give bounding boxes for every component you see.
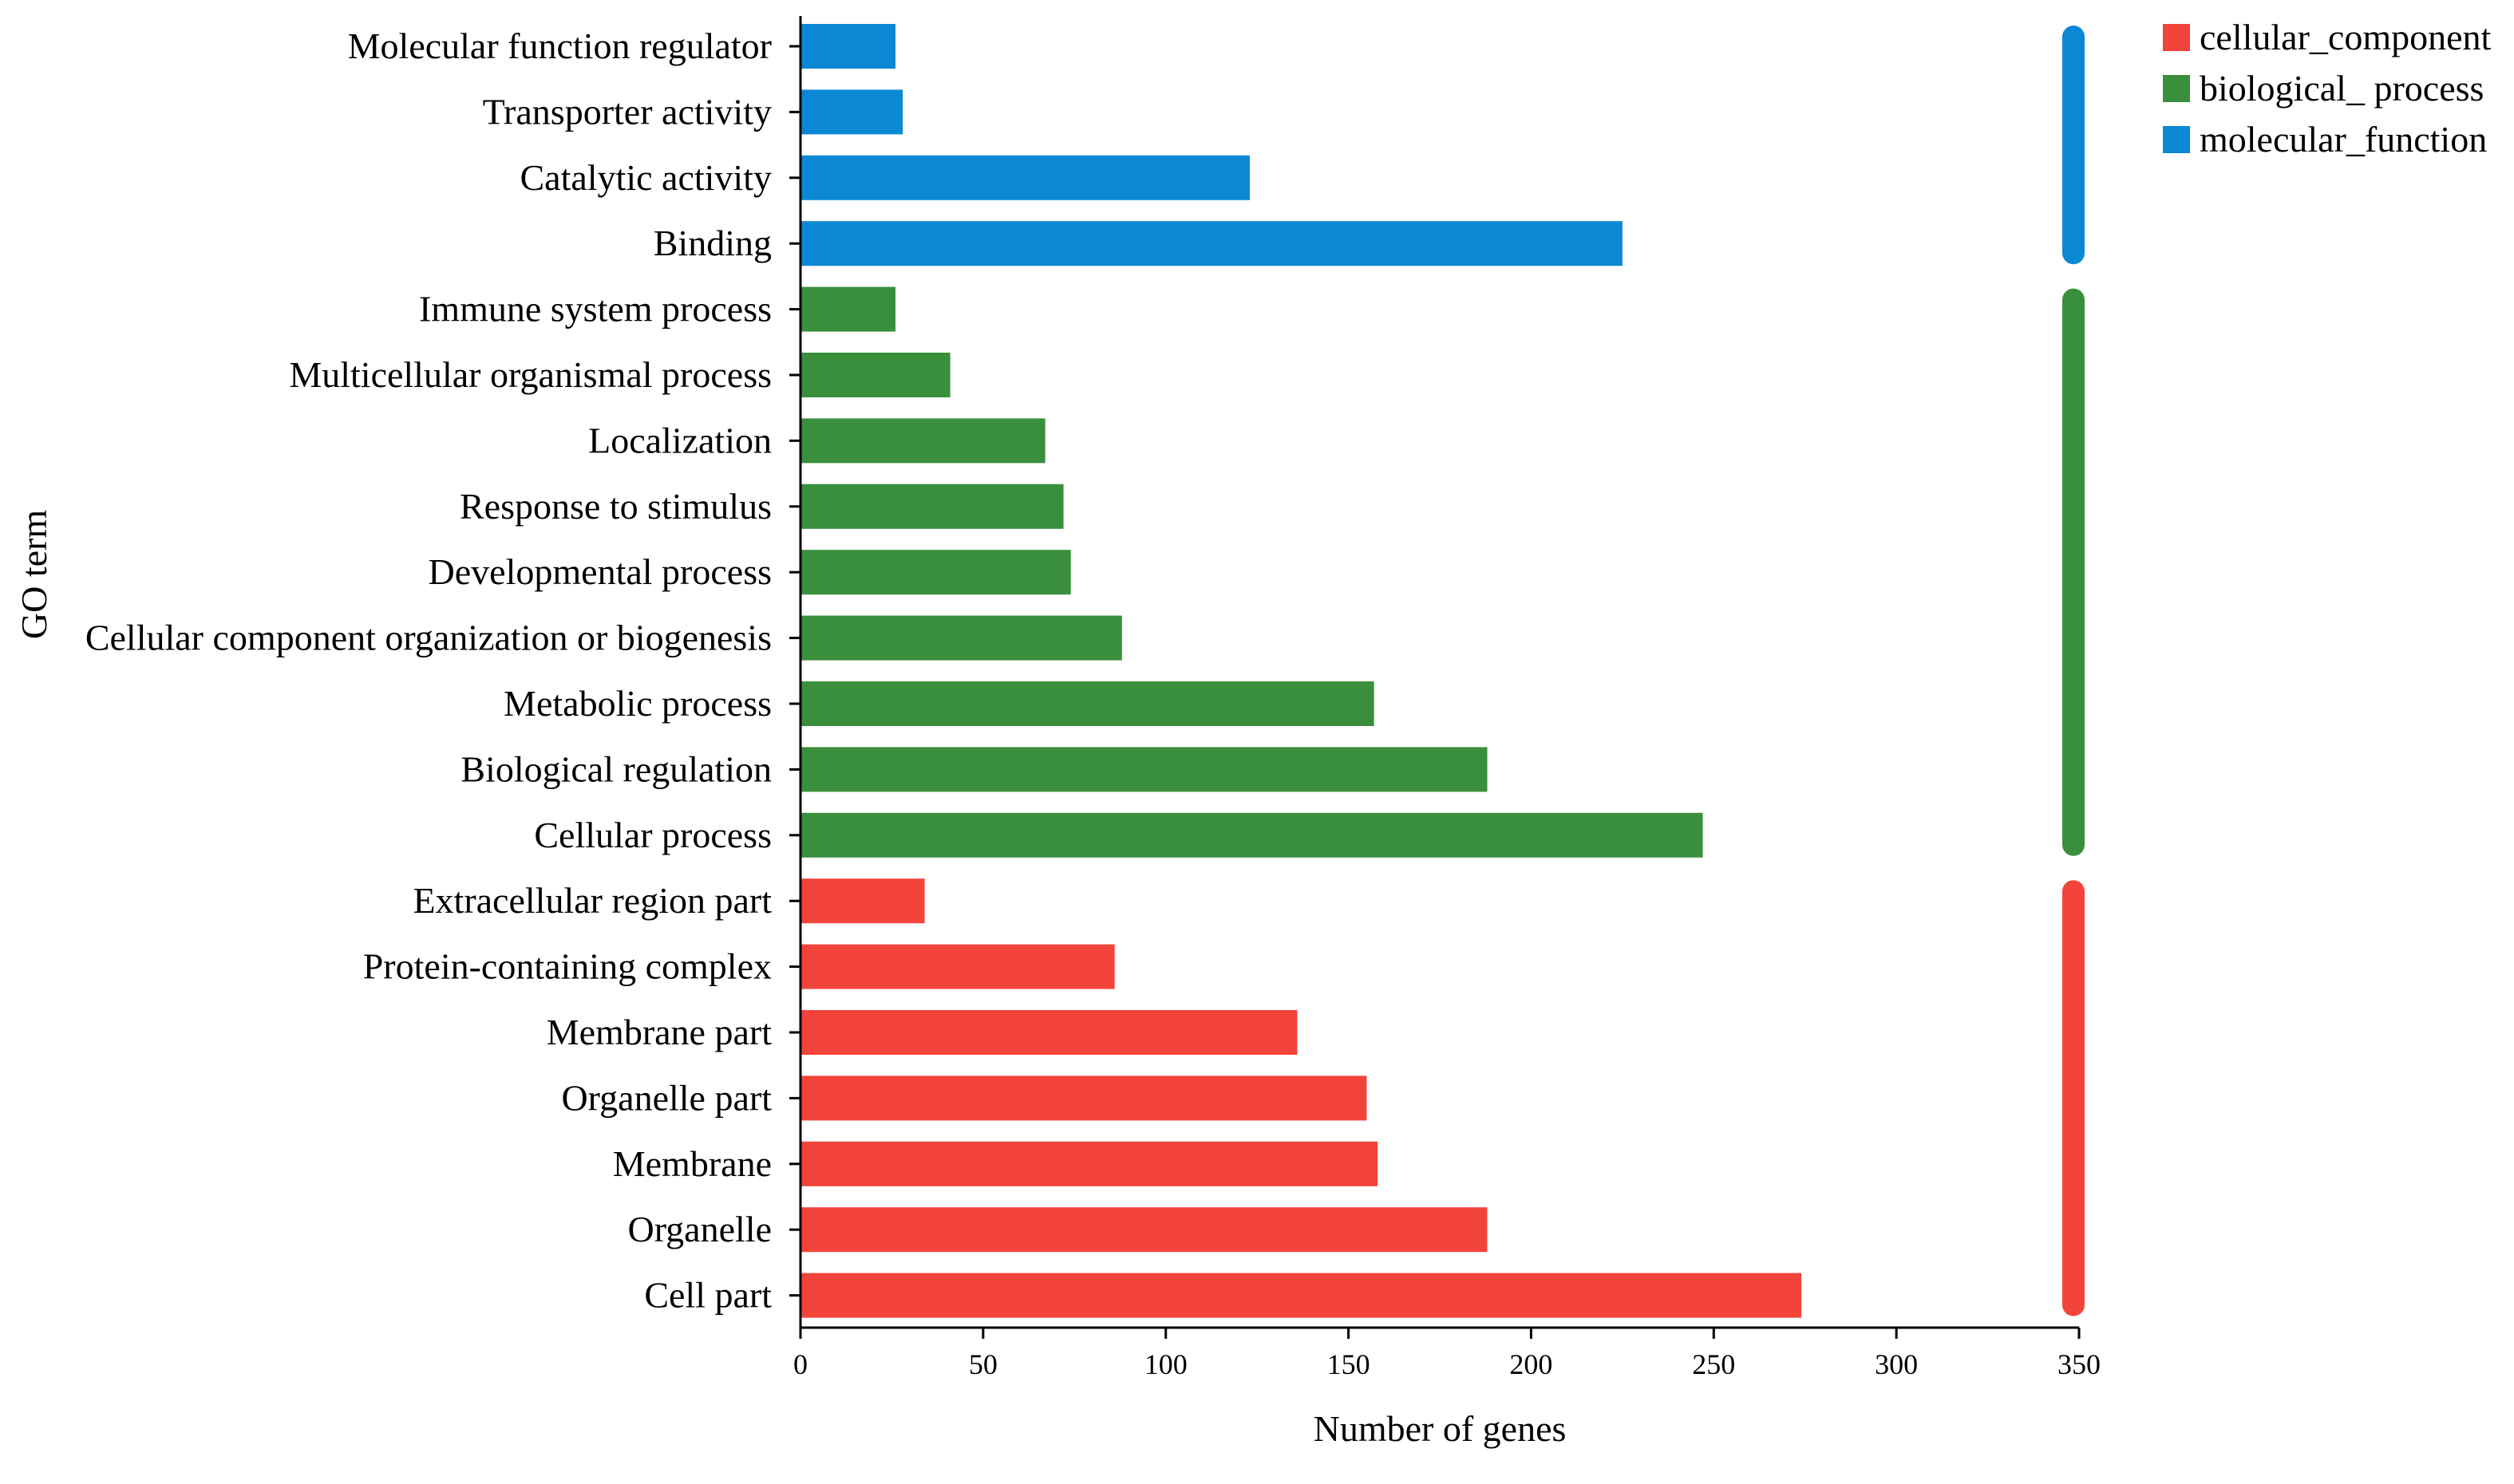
x-axis-ticks: 0 50 100 150 200 250 300 350 [793,1328,2101,1380]
bar-transporter-activity [800,89,903,135]
bar-organelle [800,1207,1488,1253]
bar-binding [800,221,1623,266]
x-axis-title: Number of genes [1314,1408,1567,1449]
category-label: Membrane part [547,1012,772,1052]
category-label: Cell part [644,1275,772,1316]
legend-label: biological_ process [2200,68,2484,109]
legend: cellular_component biological_ process mol… [2163,17,2492,160]
bar-protein-containing-complex [800,944,1115,989]
bar-extracellular-region-part [800,878,925,924]
legend-label: molecular_function [2200,119,2487,160]
bar-cellular-component-organization-or-biogenesis [800,615,1122,661]
category-label: Organelle [627,1209,772,1249]
category-label: Molecular function regulator [348,26,772,66]
x-tick-label: 350 [2057,1348,2101,1380]
x-tick-label: 200 [1509,1348,1552,1380]
category-label: Localization [588,420,772,460]
bar-developmental-process [800,550,1071,595]
bars-layer [800,24,1802,1318]
x-tick-label: 300 [1875,1348,1918,1380]
category-labels: Molecular function regulator Transporter … [85,26,772,1316]
category-label: Developmental process [429,551,772,592]
y-axis-title: GO term [14,510,54,639]
category-label: Binding [654,223,772,263]
legend-swatch [2163,126,2190,153]
legend-swatch [2163,24,2190,51]
bar-immune-system-process [800,286,896,332]
bar-catalytic-activity [800,155,1250,200]
bar-cell-part [800,1273,1802,1318]
bar-biological-regulation [800,747,1488,792]
group-indicator-biological-process [2062,288,2085,856]
bar-response-to-stimulus [800,483,1064,529]
bar-multicellular-organismal-process [800,353,951,397]
category-label: Extracellular region part [413,880,772,921]
category-label: Membrane [613,1143,772,1184]
bar-membrane-part [800,1010,1298,1055]
category-label: Response to stimulus [460,486,772,527]
bar-localization [800,418,1046,464]
x-tick-label: 150 [1327,1348,1370,1380]
category-label: Protein-containing complex [363,946,772,987]
group-indicator-bars [2062,26,2085,1316]
category-label: Cellular component organization or bioge… [85,618,772,658]
category-label: Metabolic process [504,683,772,724]
bar-molecular-function-regulator [800,24,896,69]
x-tick-label: 50 [969,1348,998,1380]
category-label: Multicellular organismal process [289,354,772,395]
x-tick-label: 0 [793,1348,808,1380]
bar-membrane [800,1141,1378,1186]
x-tick-label: 100 [1144,1348,1188,1380]
category-label: Immune system process [419,289,772,330]
legend-label: cellular_component [2200,17,2492,57]
group-indicator-molecular-function [2062,26,2085,265]
category-label: Biological regulation [461,748,772,789]
category-label: Transporter activity [483,91,772,132]
legend-swatch [2163,75,2190,102]
bar-metabolic-process [800,681,1374,726]
bar-organelle-part [800,1076,1367,1121]
y-axis-ticks [789,45,800,1297]
category-label: Cellular process [534,815,772,855]
category-label: Organelle part [561,1077,772,1118]
category-label: Catalytic activity [520,157,772,198]
bar-cellular-process [800,812,1703,858]
group-indicator-cellular-component [2062,880,2085,1316]
x-tick-label: 250 [1692,1348,1735,1380]
